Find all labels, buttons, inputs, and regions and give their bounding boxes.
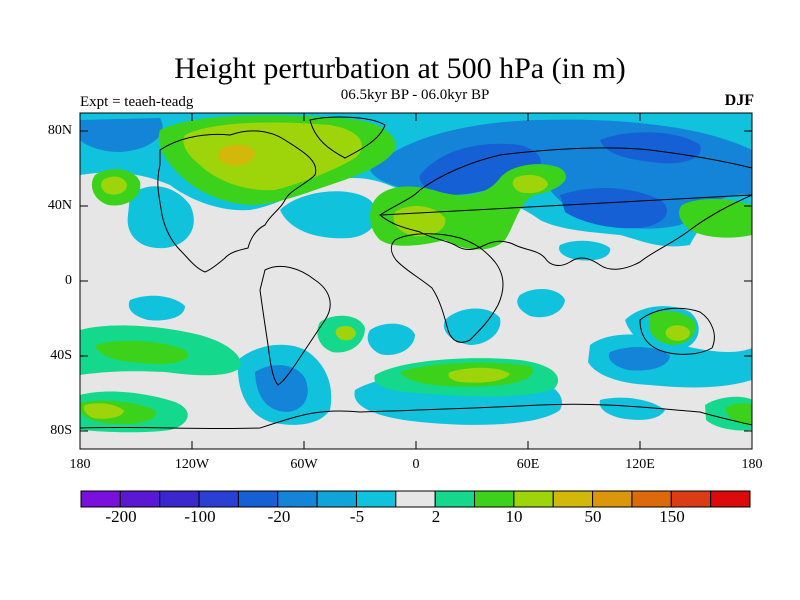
- colorbar-swatch: [710, 490, 751, 508]
- colorbar-tick-label: 150: [659, 507, 685, 526]
- colorbar-swatch: [80, 490, 121, 508]
- colorbar-tick-label: -20: [267, 507, 291, 526]
- contour-blue-indian: [517, 288, 565, 318]
- contour-blue-west-arctic: [80, 118, 163, 152]
- coast-antarctica: [80, 403, 752, 430]
- colorbar-tick-label: 50: [584, 507, 602, 526]
- lon-tick-label: 0: [412, 457, 420, 472]
- coastlines: [80, 116, 752, 430]
- contour-blue-pacific: [127, 186, 194, 249]
- map-field: [80, 113, 752, 449]
- lon-tick-label: 180: [69, 457, 91, 472]
- contour-gold-canada: [218, 144, 255, 166]
- colorbar-swatch: [434, 490, 476, 508]
- colorbar-swatch: [119, 490, 161, 508]
- contour-yellowgreen-south-atlantic: [335, 325, 356, 341]
- contour-yellowgreen-australia: [665, 325, 690, 341]
- lon-tick-label: 120E: [625, 457, 655, 472]
- colorbar-swatch: [552, 490, 594, 508]
- coast-africa: [390, 233, 504, 343]
- lon-tick-label: 60E: [516, 457, 540, 472]
- axis-ticks: [79, 113, 753, 449]
- lon-tick-label: 180: [741, 457, 763, 472]
- colorbar-swatch: [474, 490, 515, 508]
- colorbar-tick-label: 2: [431, 507, 441, 526]
- lon-tick-label: 120W: [174, 457, 210, 472]
- colorbar-swatch: [316, 490, 357, 508]
- lon-tick-label: 60W: [290, 457, 318, 472]
- experiment-label: Expt = teaeh-teadg: [80, 94, 194, 110]
- lat-tick-label: 0: [65, 273, 72, 288]
- colorbar-swatch: [277, 490, 318, 508]
- contour-yellowgreen-north-pacific: [101, 176, 127, 195]
- colorbar-swatch: [513, 490, 554, 508]
- season-label: DJF: [724, 92, 754, 109]
- colorbar-tick-label: -100: [184, 507, 216, 526]
- contour-midblue-southern-ocean-east: [608, 347, 670, 371]
- contour-green-east-pacific: [679, 198, 752, 238]
- contour-blue-antarctic-east: [599, 397, 665, 420]
- colorbar-tick-label: 10: [505, 507, 523, 526]
- coast-south-america: [259, 265, 331, 386]
- contour-yellowgreen-west-asia: [512, 174, 548, 194]
- coast-greenland: [309, 116, 386, 159]
- colorbar-swatch: [670, 490, 712, 508]
- contour-blue-south-pacific: [128, 295, 185, 321]
- chart-subtitle: 06.5kyr BP - 06.0kyr BP: [340, 87, 490, 103]
- contour-dark-blue-siberia: [560, 188, 668, 229]
- contour-yellowgreen-south-indian: [448, 367, 510, 383]
- lat-tick-label: 40S: [50, 348, 72, 363]
- contour-midblue-south-america: [255, 365, 308, 412]
- contour-yellowgreen-north-america: [183, 122, 362, 191]
- contour-dark-blue-arctic: [600, 132, 701, 164]
- lat-tick-label: 80S: [50, 423, 72, 438]
- colorbar-swatch: [592, 490, 633, 508]
- colorbar-swatch: [395, 490, 436, 508]
- colorbar-tick-label: -5: [349, 507, 365, 526]
- coast-eurasia: [378, 147, 752, 270]
- contour-blue-south-atlantic: [367, 323, 415, 356]
- coast-north-america: [157, 130, 317, 273]
- colorbar-swatch: [631, 490, 672, 508]
- colorbar: [80, 490, 751, 508]
- lat-tick-label: 80N: [47, 123, 72, 138]
- contour-blue-atlantic: [280, 191, 378, 239]
- colorbar-swatch: [237, 490, 279, 508]
- colorbar-swatch: [159, 490, 200, 508]
- contour-green-south-pacific-inner: [95, 340, 189, 365]
- colorbar-swatch: [198, 490, 239, 508]
- chart-title: Height perturbation at 500 hPa (in m): [174, 52, 626, 85]
- contour-blue-south-africa: [443, 308, 501, 345]
- coast-australia: [639, 307, 715, 355]
- contour-lightblue-east-asia: [559, 240, 611, 261]
- colorbar-tick-label: -200: [105, 507, 137, 526]
- colorbar-swatch: [355, 490, 397, 508]
- lat-tick-label: 40N: [47, 198, 72, 213]
- contour-yellowgreen-south-pacific-far: [83, 403, 124, 419]
- contour-lime-south-east: [725, 403, 752, 426]
